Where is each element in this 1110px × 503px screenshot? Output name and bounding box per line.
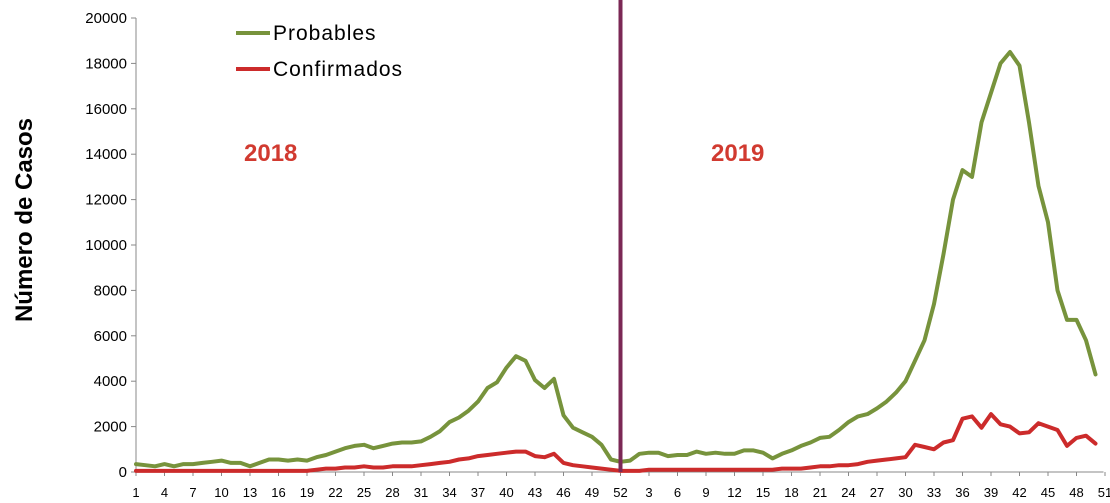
year-label-2018: 2018 (244, 140, 297, 167)
x-tick-label: 15 (756, 485, 770, 500)
y-tick-label: 2000 (94, 419, 127, 436)
x-tick-label: 46 (556, 485, 570, 500)
y-tick-label: 10000 (85, 237, 127, 254)
y-tick-label: 6000 (94, 328, 127, 345)
x-tick-label: 21 (813, 485, 827, 500)
x-tick-label: 51 (1098, 485, 1110, 500)
x-tick-label: 25 (357, 485, 371, 500)
y-tick-label: 12000 (85, 192, 127, 209)
x-tick-label: 40 (499, 485, 513, 500)
x-tick-label: 48 (1069, 485, 1083, 500)
x-tick-label: 31 (414, 485, 428, 500)
x-tick-label: 7 (189, 485, 196, 500)
x-tick-label: 19 (300, 485, 314, 500)
x-tick-label: 43 (528, 485, 542, 500)
x-tick-label: 45 (1041, 485, 1055, 500)
y-tick-label: 4000 (94, 373, 127, 390)
x-tick-label: 36 (955, 485, 969, 500)
y-tick-label: 8000 (94, 282, 127, 299)
series-line-probables (134, 50, 1098, 469)
x-tick-label: 52 (613, 485, 627, 500)
x-tick-label: 28 (385, 485, 399, 500)
x-tick-label: 9 (702, 485, 709, 500)
x-axis: 1 4 7 10 13 16 19 22 25 28 31 34 37 40 43 46 49 52 3 6 9 12 15… (132, 471, 1110, 500)
x-tick-label: 12 (727, 485, 741, 500)
y-axis-label: Número de Casos (11, 118, 38, 322)
x-tick-label: 13 (243, 485, 257, 500)
x-tick-label: 10 (214, 485, 228, 500)
x-tick-label: 6 (674, 485, 681, 500)
legend-label-confirmados: Confirmados (273, 58, 403, 81)
x-tick-label: 4 (161, 485, 168, 500)
x-tick-label: 30 (898, 485, 912, 500)
year-label-2019: 2019 (711, 140, 764, 167)
y-tick-label: 20000 (85, 10, 127, 27)
x-tick-label: 22 (328, 485, 342, 500)
series-line-confirmados (134, 412, 1098, 473)
x-tick-label: 33 (927, 485, 941, 500)
y-tick-label: 16000 (85, 101, 127, 118)
x-tick-label: 18 (784, 485, 798, 500)
x-tick-label: 37 (471, 485, 485, 500)
x-tick-label: 27 (870, 485, 884, 500)
x-tick-label: 1 (132, 485, 139, 500)
y-tick-label: 0 (119, 464, 127, 481)
y-tick-label: 14000 (85, 146, 127, 163)
x-tick-label: 16 (271, 485, 285, 500)
x-tick-label: 49 (585, 485, 599, 500)
x-tick-label: 42 (1012, 485, 1026, 500)
x-tick-label: 34 (442, 485, 456, 500)
legend-label-probables: Probables (273, 22, 377, 45)
x-tick-label: 3 (645, 485, 652, 500)
x-tick-label: 39 (984, 485, 998, 500)
legend: Probables Confirmados (236, 22, 403, 81)
series-layer (134, 50, 1098, 473)
x-tick-label: 24 (841, 485, 855, 500)
y-axis: 0 2000 4000 6000 8000 10000 12000 14000 16000 180… (85, 10, 137, 481)
y-tick-label: 18000 (85, 55, 127, 72)
